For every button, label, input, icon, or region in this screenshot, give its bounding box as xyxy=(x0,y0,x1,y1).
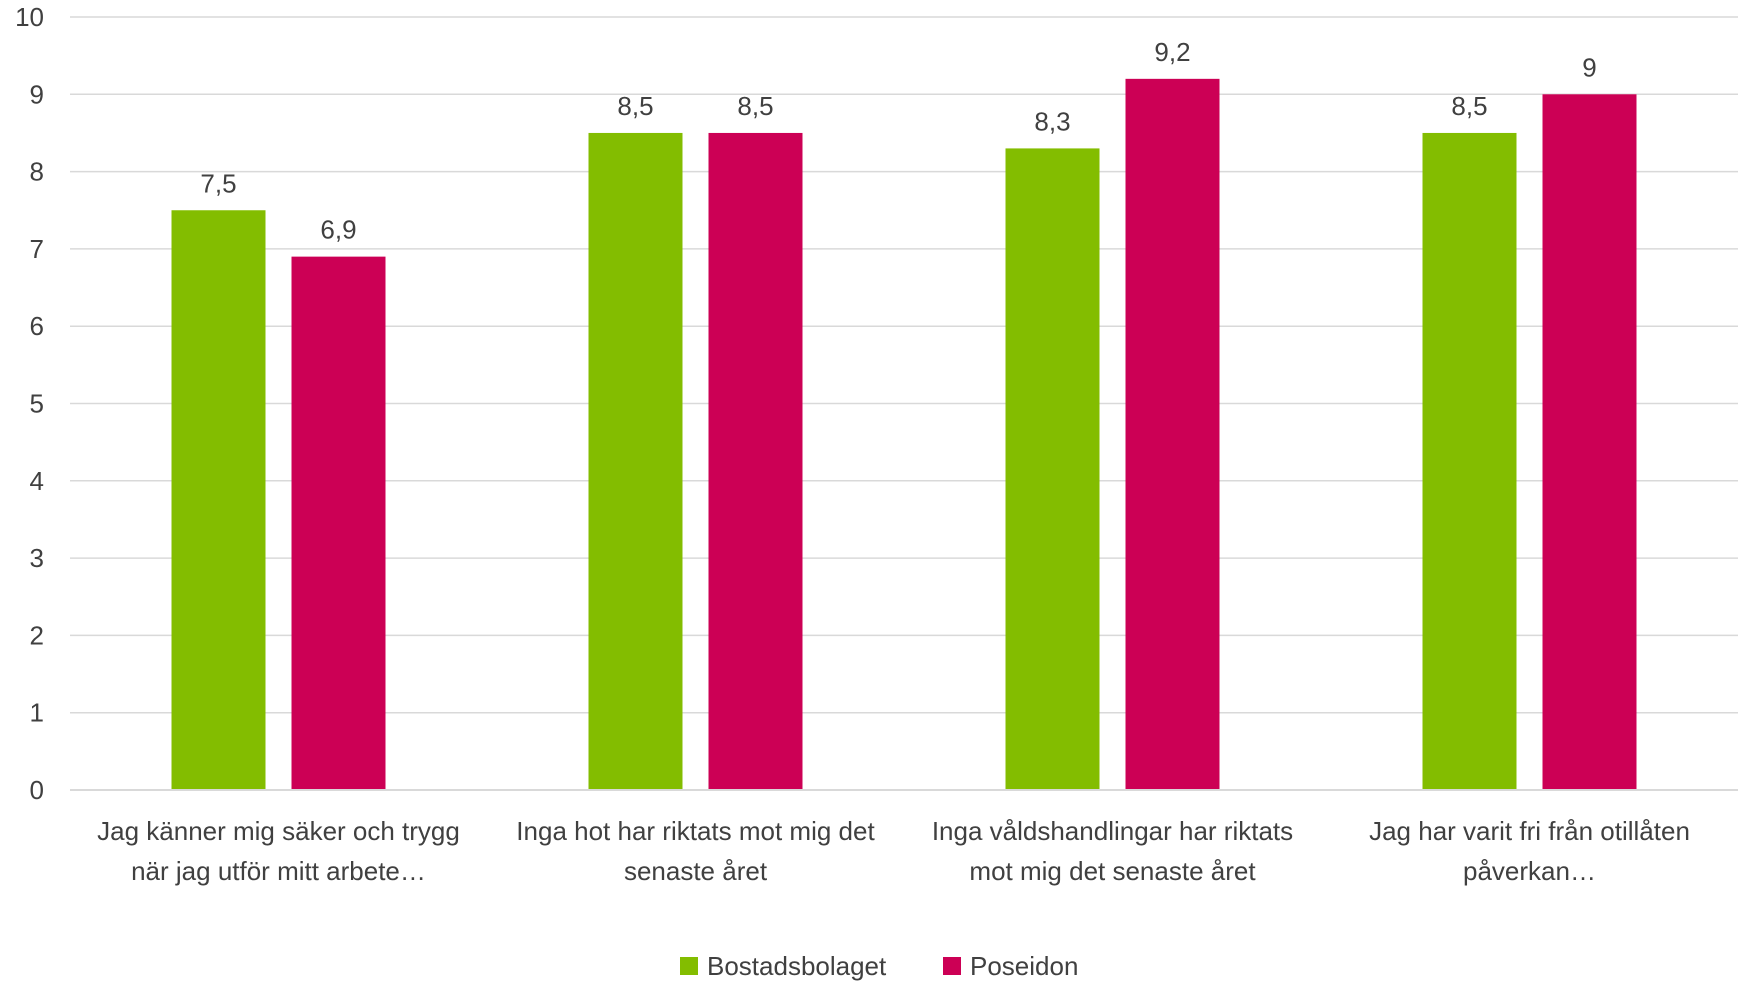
x-category-label: när jag utför mitt arbete… xyxy=(131,856,426,886)
data-label: 8,5 xyxy=(737,91,773,121)
y-tick-label: 9 xyxy=(30,79,44,109)
y-tick-label: 1 xyxy=(30,698,44,728)
y-tick-label: 4 xyxy=(30,466,44,496)
bar-poseidon xyxy=(291,256,386,790)
bar-bostadsbolaget xyxy=(171,210,266,790)
x-category-label: senaste året xyxy=(624,856,768,886)
y-tick-label: 0 xyxy=(30,775,44,805)
bar-poseidon xyxy=(1542,94,1637,791)
x-category-label: Inga våldshandlingar har riktats xyxy=(932,816,1293,846)
legend-swatch-poseidon xyxy=(943,957,961,975)
y-tick-label: 2 xyxy=(30,620,44,650)
x-category-label: Jag känner mig säker och trygg xyxy=(97,816,460,846)
y-tick-label: 6 xyxy=(30,311,44,341)
y-tick-label: 7 xyxy=(30,234,44,264)
legend-label: Poseidon xyxy=(970,951,1078,981)
y-tick-label: 10 xyxy=(15,2,44,32)
x-category-label: påverkan… xyxy=(1463,856,1596,886)
data-label: 7,5 xyxy=(200,168,236,198)
y-tick-label: 3 xyxy=(30,543,44,573)
data-label: 8,3 xyxy=(1034,106,1070,136)
data-label: 8,5 xyxy=(617,91,653,121)
legend-label: Bostadsbolaget xyxy=(707,951,887,981)
bar-poseidon xyxy=(708,132,803,790)
data-label: 6,9 xyxy=(320,215,356,245)
bar-poseidon xyxy=(1125,78,1220,791)
y-tick-label: 8 xyxy=(30,157,44,187)
data-label: 9,2 xyxy=(1154,37,1190,67)
bar-bostadsbolaget xyxy=(1005,148,1100,790)
bar-bostadsbolaget xyxy=(588,132,683,790)
x-category-label: Inga hot har riktats mot mig det xyxy=(516,816,875,846)
data-label: 9 xyxy=(1582,52,1596,82)
bar-bostadsbolaget xyxy=(1422,132,1517,790)
x-category-label: mot mig det senaste året xyxy=(969,856,1256,886)
legend-swatch-bostadsbolaget xyxy=(680,957,698,975)
x-category-label: Jag har varit fri från otillåten xyxy=(1369,816,1690,846)
data-label: 8,5 xyxy=(1451,91,1487,121)
y-tick-label: 5 xyxy=(30,389,44,419)
